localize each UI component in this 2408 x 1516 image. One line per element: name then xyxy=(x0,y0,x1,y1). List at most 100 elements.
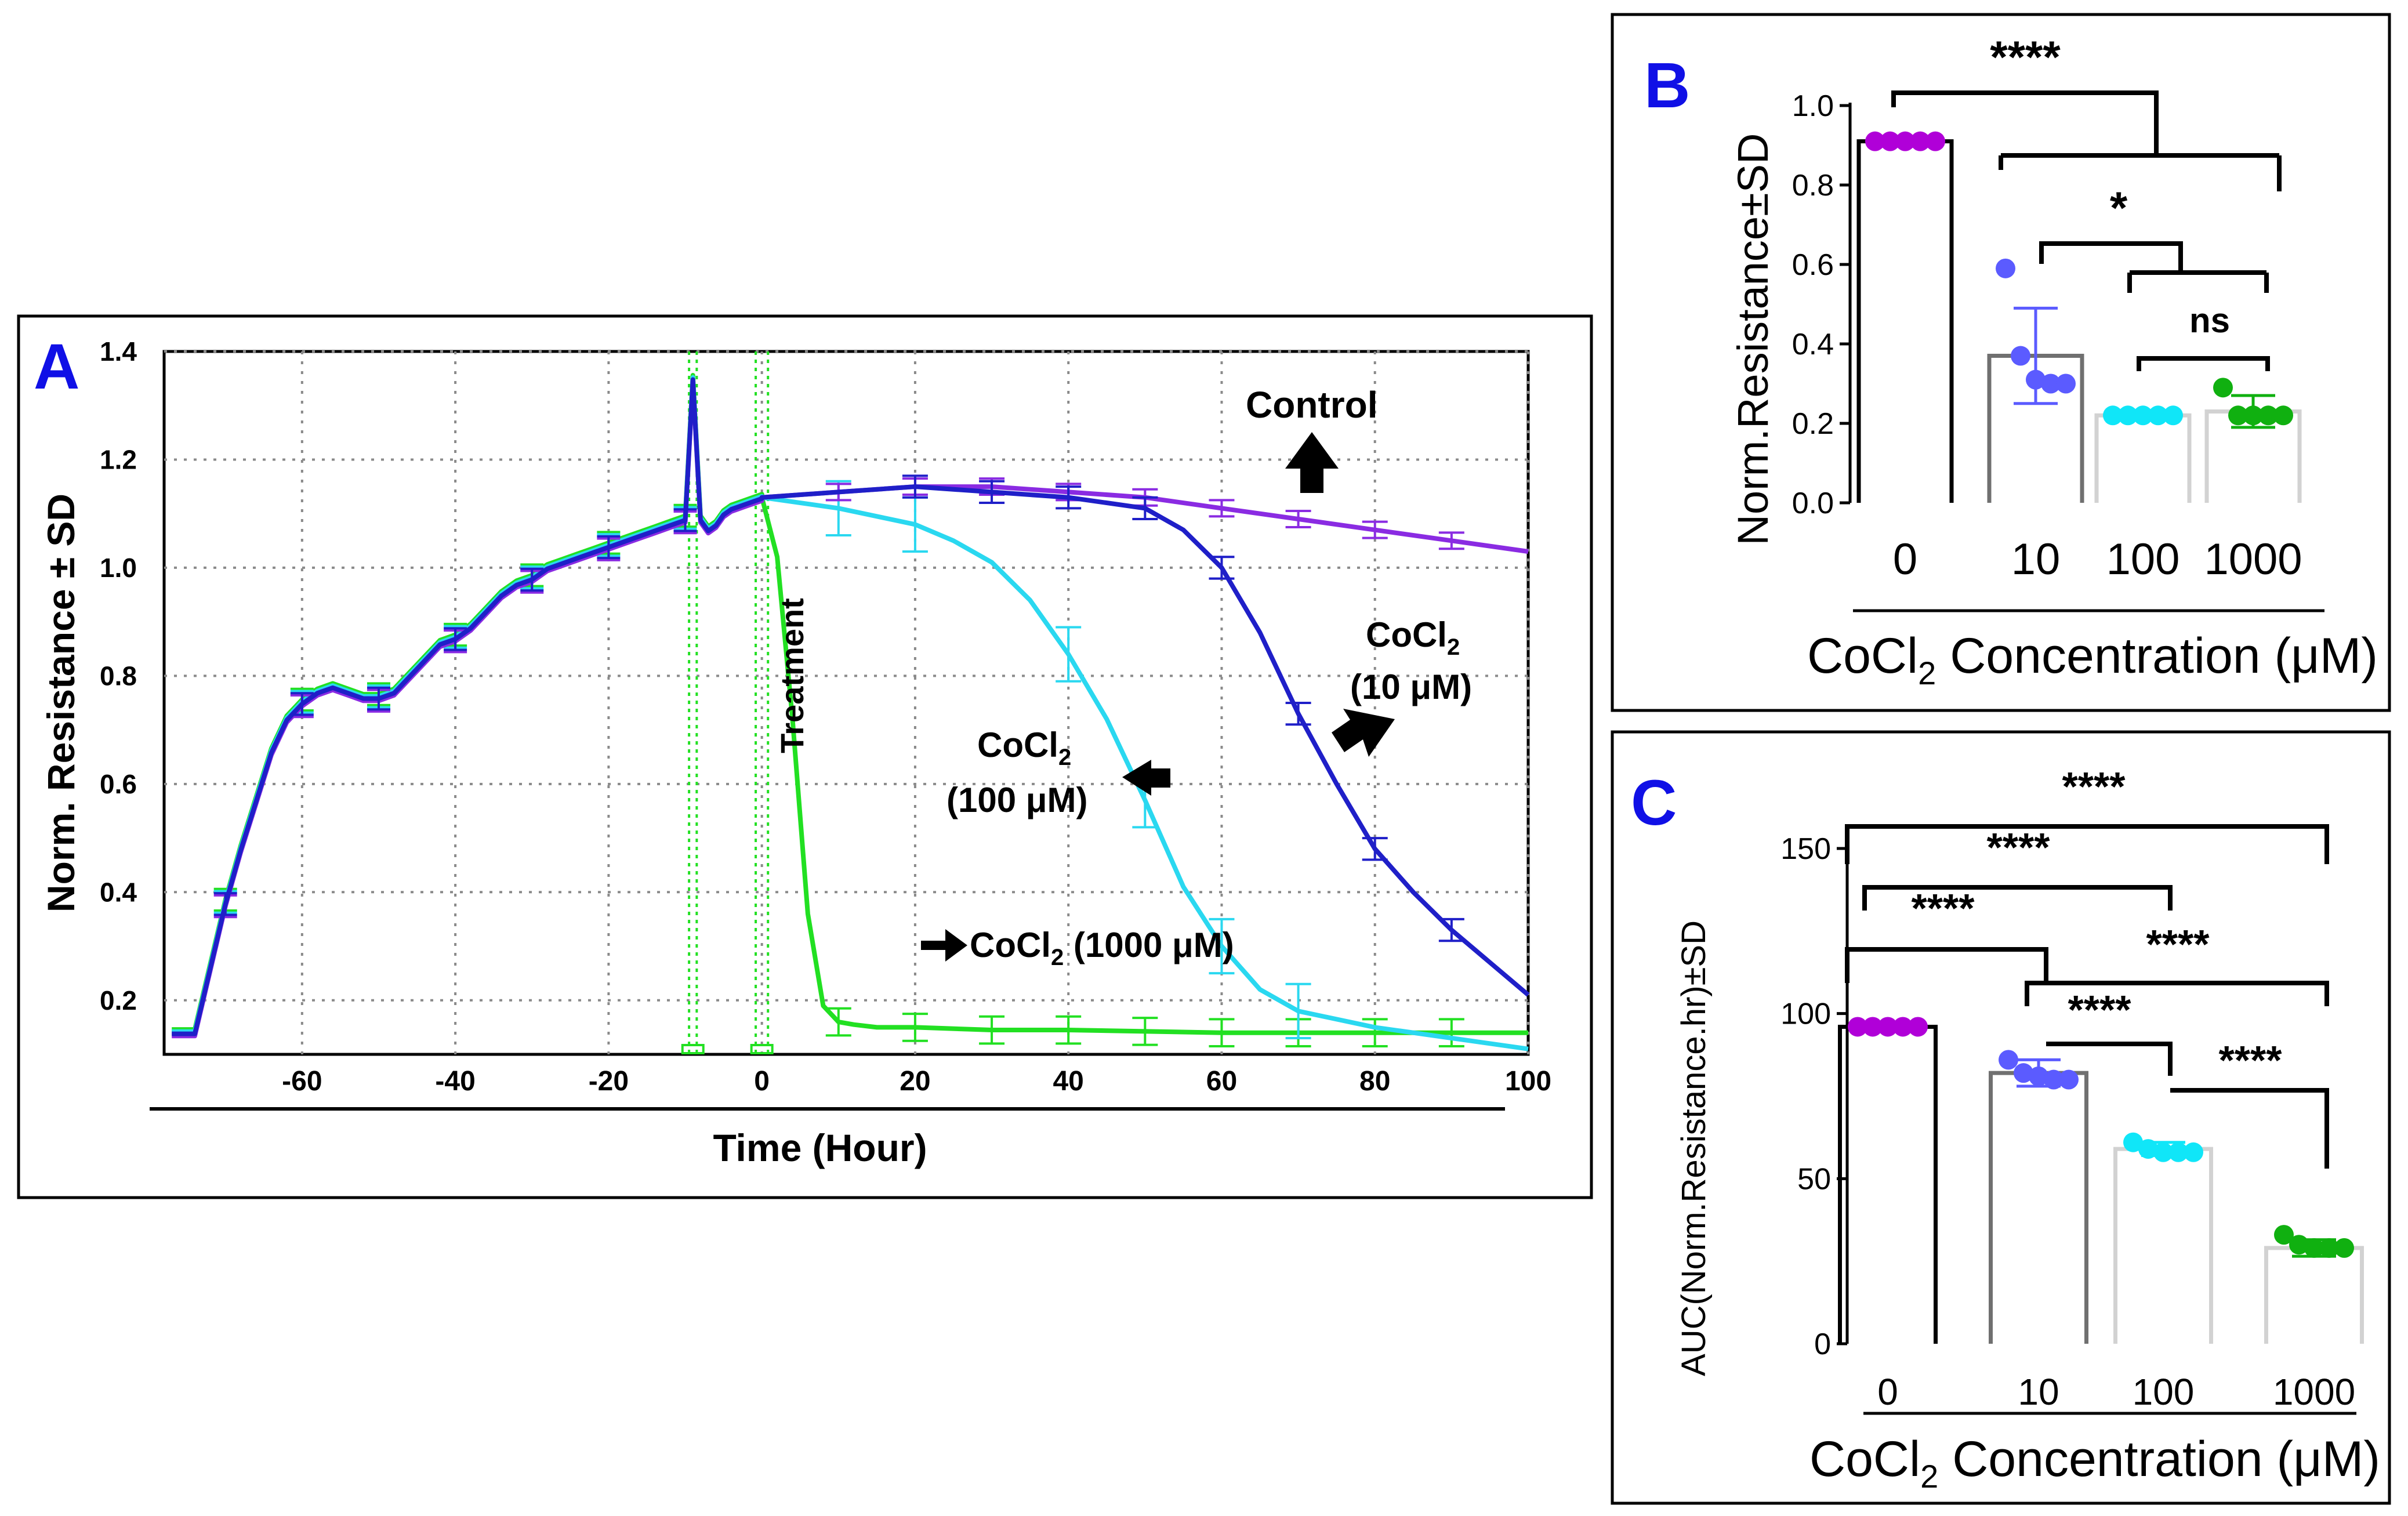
data-point xyxy=(1996,258,2015,278)
panel-c-x-label: CoCl2 Concentration (μM) xyxy=(1809,1431,2380,1495)
significance-label: **** xyxy=(1990,31,2061,82)
bar xyxy=(1856,139,1954,503)
panel-a-letter: A xyxy=(34,331,79,402)
bar xyxy=(1989,1071,2088,1344)
significance-bracket xyxy=(2046,1042,2173,1076)
c100-arrow xyxy=(1122,760,1170,796)
panel-a: A -60 -40 -20 0 20 40 60 80 100 0.2 0.4 0.6 0.8 1.0 1.… xyxy=(17,314,1593,1199)
x-tick-label: 60 xyxy=(1206,1066,1237,1097)
data-point xyxy=(1878,1017,1898,1037)
data-point xyxy=(1910,131,1930,151)
x-tick-label: -20 xyxy=(589,1066,629,1097)
significance-label: **** xyxy=(1912,886,1975,931)
data-point xyxy=(2168,1142,2188,1162)
data-point xyxy=(2014,1063,2033,1083)
significance-label: ns xyxy=(2189,301,2230,340)
significance-bracket xyxy=(1845,824,2329,864)
bar xyxy=(2264,1246,2364,1344)
panel-c-frame xyxy=(1611,730,2391,1505)
data-point xyxy=(2184,1142,2203,1162)
data-point xyxy=(2044,1069,2064,1090)
significance-bracket xyxy=(1862,885,2173,911)
y-tick-label: 0.0 xyxy=(1792,487,1834,520)
significance-label: **** xyxy=(2062,764,2126,809)
y-tick-label: 1.2 xyxy=(100,444,137,474)
data-point xyxy=(1880,131,1900,151)
x-tick-label: 100 xyxy=(1505,1066,1551,1097)
significance-bracket xyxy=(2025,981,2329,1006)
panel-b: B 0.00.20.40.60.81.00 10 100 1000*****ns No… xyxy=(1611,13,2391,712)
y-tick-label: 0.2 xyxy=(100,985,137,1015)
y-tick-label: 1.4 xyxy=(100,336,137,367)
x-tick-label: 80 xyxy=(1359,1066,1390,1097)
panel-b-y-label: Norm.Resistance±SD xyxy=(1729,133,1777,546)
data-point xyxy=(2274,1225,2294,1245)
significance-label: **** xyxy=(2146,922,2210,967)
bar xyxy=(2094,413,2192,503)
y-tick-label: 1.0 xyxy=(1792,89,1834,123)
data-point xyxy=(2026,369,2046,390)
data-point xyxy=(2059,1069,2079,1090)
x-tick-label: 0 xyxy=(754,1066,770,1097)
panel-a-frame xyxy=(17,314,1593,1199)
significance-label: * xyxy=(2110,182,2128,233)
panel-a-series xyxy=(172,373,1530,1051)
y-tick-label: 0.4 xyxy=(1792,328,1834,361)
data-point xyxy=(2041,373,2061,394)
data-point xyxy=(2163,405,2183,426)
panel-c-frame-crop xyxy=(1598,1507,2387,1516)
panel-c-y-label: AUC(Norm.Resistance.hr)±SD xyxy=(1675,920,1713,1376)
series-1 xyxy=(172,377,1530,1036)
data-point xyxy=(1999,1050,2018,1070)
y-tick-label: 100 xyxy=(1780,998,1831,1031)
data-point xyxy=(2334,1238,2354,1258)
bar xyxy=(2113,1147,2213,1344)
data-point xyxy=(2123,1132,2143,1152)
data-point xyxy=(1848,1017,1867,1037)
y-tick-label: 0.4 xyxy=(100,877,137,907)
data-point xyxy=(2133,405,2153,426)
x-tick-label: 20 xyxy=(900,1066,930,1097)
significance-bracket xyxy=(2039,241,2269,293)
data-point xyxy=(2213,378,2233,398)
y-tick-label: 0.8 xyxy=(100,661,137,691)
panel-a-x-label: Time (Hour) xyxy=(713,1126,927,1169)
category-label: 10 xyxy=(2018,1371,2059,1413)
category-label: 10 xyxy=(2011,535,2061,584)
data-point xyxy=(1908,1017,1928,1037)
data-point xyxy=(2056,373,2076,394)
significance-bracket xyxy=(2137,356,2270,371)
x-tick-label: 40 xyxy=(1053,1066,1083,1097)
c1000-arrow xyxy=(921,929,967,962)
data-point xyxy=(1925,131,1945,151)
panel-b-x-label: CoCl2 Concentration (μM) xyxy=(1807,628,2378,691)
x-tick-label: -60 xyxy=(282,1066,322,1097)
treatment-label: Treatment xyxy=(774,598,810,753)
c10-arrow xyxy=(1332,709,1395,757)
treatment-marker xyxy=(750,1044,774,1054)
series-line xyxy=(172,375,1529,1051)
y-tick-label: 0.8 xyxy=(1792,169,1834,202)
y-tick-label: 150 xyxy=(1780,832,1831,866)
data-point xyxy=(2138,1139,2158,1159)
y-tick-label: 50 xyxy=(1797,1162,1831,1196)
panel-a-y-label: Norm. Resistance ± SD xyxy=(39,494,82,912)
data-point xyxy=(1893,1017,1913,1037)
data-point xyxy=(2118,405,2138,426)
data-point xyxy=(2304,1238,2324,1258)
c100-annotation-line1: CoCl2 xyxy=(977,726,1071,770)
panel-b-frame xyxy=(1611,13,2391,712)
c1000-annotation: CoCl2 (1000 μM) xyxy=(970,926,1234,970)
control-annotation: Control xyxy=(1246,384,1378,426)
significance-bracket xyxy=(1891,90,2282,191)
panel-a-ticks: -60 -40 -20 0 20 40 60 80 100 0.2 0.4 0.6 0.8 1.0 1.2 1… xyxy=(100,336,1551,1097)
y-tick-label: 0.6 xyxy=(100,769,137,799)
panel-a-grid xyxy=(164,350,1529,1054)
c10-annotation-line1: CoCl2 xyxy=(1366,615,1460,660)
y-tick-label: 0.2 xyxy=(1792,407,1834,441)
significance-bracket xyxy=(2170,1088,2329,1169)
series-line xyxy=(172,377,1530,1036)
y-tick-label: 0.6 xyxy=(1792,248,1834,282)
data-point xyxy=(2103,405,2123,426)
